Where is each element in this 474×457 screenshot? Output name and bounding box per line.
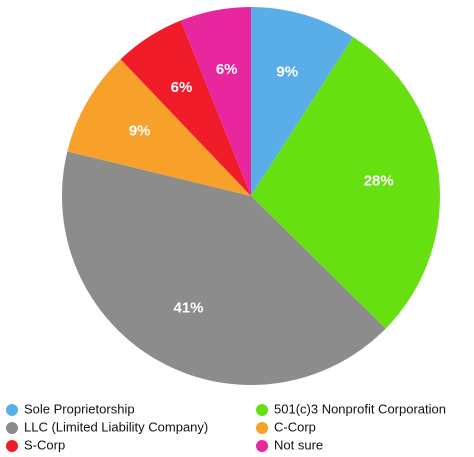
legend-label: 501(c)3 Nonprofit Corporation bbox=[274, 401, 446, 416]
legend-label: S-Corp bbox=[24, 437, 65, 452]
legend-swatch bbox=[6, 404, 18, 416]
legend-swatch bbox=[6, 422, 18, 434]
slice-label: 6% bbox=[216, 61, 238, 78]
pie-slice bbox=[67, 59, 252, 197]
slice-label: 9% bbox=[129, 123, 151, 140]
pie-slice bbox=[251, 37, 440, 329]
legend-label: Sole Proprietorship bbox=[24, 401, 135, 416]
legend-swatch bbox=[256, 422, 268, 434]
pie-slice bbox=[120, 20, 251, 197]
pie-slice bbox=[61, 151, 386, 385]
legend-swatch bbox=[256, 440, 268, 452]
legend-swatch bbox=[6, 440, 18, 452]
slice-label: 9% bbox=[276, 64, 298, 81]
legend-swatch bbox=[256, 404, 268, 416]
legend-label: LLC (Limited Liability Company) bbox=[24, 419, 208, 434]
pie-slice bbox=[251, 7, 354, 196]
slice-label: 6% bbox=[171, 79, 193, 96]
slice-label: 28% bbox=[364, 173, 394, 190]
legend-label: C-Corp bbox=[274, 419, 316, 434]
pie-slice bbox=[180, 7, 251, 196]
legend-label: Not sure bbox=[274, 437, 323, 452]
slice-label: 41% bbox=[173, 299, 203, 316]
